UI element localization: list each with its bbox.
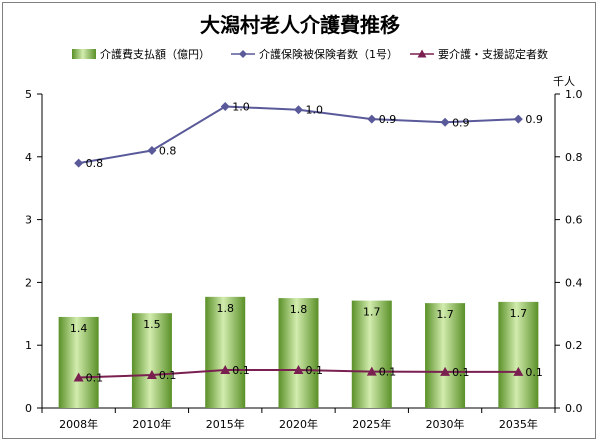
- left-tick-label: 2: [25, 276, 32, 289]
- bar-value-label: 1.4: [70, 322, 88, 335]
- bar-value-label: 1.5: [143, 318, 161, 331]
- line-value-label: 0.9: [379, 113, 397, 126]
- legend-label-expense: 介護費支払額（億円）: [100, 47, 210, 61]
- bar: [58, 316, 99, 408]
- bar: [205, 296, 246, 408]
- line-value-label: 1.0: [306, 104, 324, 117]
- x-tick-label: 2008年: [59, 417, 98, 431]
- left-tick-label: 4: [25, 151, 32, 164]
- data-labels: 1.4 1.5 1.8 1.8 1.7 1.7 1.7 0.8 0.8 1.0 1.0 0.9 0.9 0…: [70, 101, 543, 385]
- right-tick-label: 0.8: [565, 151, 583, 164]
- legend-label-certified: 要介護・支援認定者数: [438, 47, 548, 61]
- legend-label-insured: 介護保険被保険者数（1号）: [259, 47, 398, 61]
- right-axis-unit: 千人: [553, 75, 575, 88]
- triangle-marker: [146, 370, 157, 380]
- x-tick-label: 2030年: [426, 417, 465, 431]
- line-value-label: 0.1: [306, 364, 324, 377]
- left-axis-ticks: 0 1 2 3 4 5: [25, 88, 42, 415]
- bar-value-label: 1.8: [290, 303, 308, 316]
- bar-value-label: 1.7: [510, 307, 528, 320]
- legend-marker-insured: [239, 50, 247, 58]
- diamond-marker: [367, 114, 377, 124]
- bar: [351, 300, 392, 408]
- line-value-label: 0.8: [86, 157, 104, 170]
- x-tick-label: 2020年: [279, 417, 318, 431]
- right-tick-label: 0.4: [565, 276, 583, 289]
- line-value-label: 0.9: [525, 113, 543, 126]
- left-tick-label: 1: [25, 339, 32, 352]
- diamond-marker: [294, 105, 303, 115]
- x-tick-label: 2025年: [352, 417, 391, 431]
- legend-swatch-bar: [72, 49, 96, 59]
- line-value-label: 0.1: [86, 372, 104, 385]
- x-axis-ticks: 2008年 2010年 2015年 2020年 2025年 2030年 2035年: [41, 408, 556, 431]
- right-axis-ticks: 0.0 0.2 0.4 0.6 0.8 1.0: [555, 88, 583, 415]
- triangle-marker: [293, 365, 304, 375]
- legend: 介護費支払額（億円） 介護保険被保険者数（1号） 要介護・支援認定者数: [72, 47, 548, 61]
- bar: [131, 313, 172, 408]
- line-value-label: 0.1: [525, 366, 543, 379]
- x-tick-label: 2035年: [499, 417, 538, 431]
- triangle-marker: [366, 366, 377, 376]
- bar: [425, 303, 466, 408]
- bar-value-label: 1.7: [436, 308, 454, 321]
- chart-title: 大潟村老人介護費推移: [200, 13, 400, 37]
- right-tick-label: 0.6: [565, 214, 583, 227]
- right-tick-label: 0.0: [565, 402, 583, 415]
- line-value-label: 1.0: [232, 101, 250, 114]
- diamond-marker: [220, 102, 230, 112]
- left-tick-label: 3: [25, 214, 32, 227]
- line-series: [73, 102, 524, 382]
- bar: [278, 298, 319, 408]
- triangle-marker: [220, 365, 231, 375]
- right-tick-label: 0.2: [565, 339, 583, 352]
- line-value-label: 0.9: [452, 116, 470, 129]
- triangle-marker: [440, 366, 451, 376]
- triangle-marker: [73, 372, 84, 382]
- bar-value-label: 1.8: [216, 302, 234, 315]
- line-value-label: 0.1: [379, 366, 397, 379]
- left-tick-label: 0: [25, 402, 32, 415]
- diamond-marker: [513, 114, 523, 124]
- right-tick-label: 1.0: [565, 88, 583, 101]
- legend-marker-certified: [417, 49, 427, 58]
- line-value-label: 0.1: [452, 366, 470, 379]
- diamond-marker: [440, 117, 450, 127]
- x-tick-label: 2010年: [132, 417, 171, 431]
- triangle-marker: [513, 366, 524, 376]
- diamond-marker: [74, 158, 84, 168]
- bar-value-label: 1.7: [363, 306, 381, 319]
- diamond-marker: [147, 146, 157, 156]
- line-value-label: 0.1: [159, 369, 177, 382]
- series-line: [78, 105, 519, 165]
- line-value-label: 0.8: [159, 145, 177, 158]
- left-tick-label: 5: [25, 88, 32, 101]
- line-value-label: 0.1: [232, 364, 250, 377]
- bar: [498, 301, 539, 408]
- bar-series: [58, 296, 539, 408]
- x-tick-label: 2015年: [206, 417, 245, 431]
